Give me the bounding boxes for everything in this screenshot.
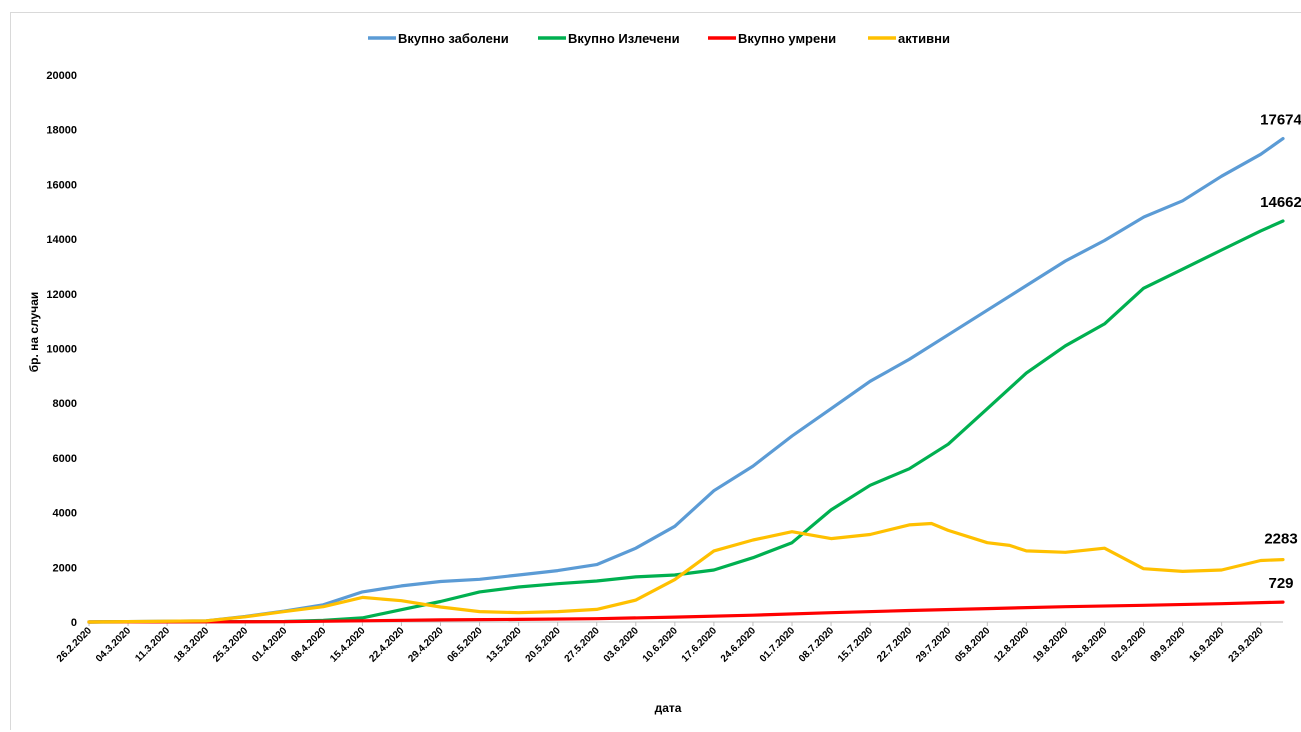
y-tick-label: 14000 [46, 234, 77, 246]
x-tick-label: 03.6.2020 [602, 625, 642, 665]
x-tick-label: 26.2.2020 [55, 625, 95, 665]
x-tick-label: 18.3.2020 [172, 625, 212, 665]
y-tick-label: 20000 [46, 70, 77, 82]
y-tick-label: 8000 [53, 398, 77, 410]
x-axis: 26.2.2020 04.3.2020 11.3.2020 18.3.2020 25.3… [55, 621, 1283, 665]
end-labels: 17674 14662 729 2283 [1260, 112, 1301, 592]
x-tick-label: 01.7.2020 [758, 625, 798, 665]
x-tick-label: 12.8.2020 [992, 625, 1032, 665]
legend-entry: Вкупно заболени [398, 31, 509, 46]
x-tick-label: 01.4.2020 [250, 625, 290, 665]
x-tick-label: 23.9.2020 [1227, 625, 1267, 665]
x-tick-label: 10.6.2020 [641, 625, 681, 665]
y-tick-label: 2000 [53, 562, 77, 574]
x-tick-label: 19.8.2020 [1031, 625, 1071, 665]
legend-entry: Вкупно Излечени [568, 31, 680, 46]
y-tick-label: 18000 [46, 125, 77, 137]
series-line [87, 521, 1285, 624]
x-tick-label: 29.7.2020 [914, 625, 954, 665]
series-line [87, 137, 1285, 624]
x-axis-title: дата [655, 701, 682, 715]
x-tick-label: 27.5.2020 [563, 625, 603, 665]
x-tick-label: 22.4.2020 [367, 625, 407, 665]
x-tick-label: 29.4.2020 [406, 625, 446, 665]
x-tick-label: 17.6.2020 [680, 625, 720, 665]
end-data-label: 2283 [1264, 531, 1297, 548]
x-tick-label: 11.3.2020 [133, 625, 172, 664]
x-tick-label: 09.9.2020 [1148, 625, 1188, 665]
x-tick-label: 05.8.2020 [953, 625, 993, 665]
legend-entry: активни [898, 31, 950, 46]
x-tick-label: 04.3.2020 [94, 625, 134, 665]
y-tick-label: 4000 [53, 508, 77, 520]
y-axis-title: бр. на случаи [27, 292, 41, 373]
x-tick-label: 25.3.2020 [211, 625, 251, 665]
x-tick-label: 02.9.2020 [1109, 625, 1149, 665]
y-axis: 0 2000 4000 6000 8000 10000 12000 14000 16000 180… [46, 70, 77, 629]
series-lines [87, 137, 1285, 624]
y-tick-label: 16000 [46, 179, 77, 191]
x-tick-label: 08.7.2020 [797, 625, 837, 665]
x-tick-label: 16.9.2020 [1188, 625, 1228, 665]
x-tick-label: 15.4.2020 [328, 625, 368, 665]
y-tick-label: 12000 [46, 289, 77, 301]
end-data-label: 729 [1268, 575, 1293, 592]
series-line [87, 219, 1285, 624]
chart-frame [10, 12, 1301, 730]
x-tick-label: 15.7.2020 [836, 625, 876, 665]
x-tick-label: 24.6.2020 [719, 625, 759, 665]
y-tick-label: 0 [71, 617, 77, 629]
series-line [87, 600, 1285, 624]
y-tick-label: 10000 [46, 344, 77, 356]
legend-entry: Вкупно умрени [738, 31, 836, 46]
x-tick-label: 22.7.2020 [875, 625, 915, 665]
x-tick-label: 20.5.2020 [524, 625, 564, 665]
end-data-label: 14662 [1260, 194, 1301, 211]
end-data-label: 17674 [1260, 112, 1301, 129]
x-tick-label: 08.4.2020 [289, 625, 329, 665]
y-tick-label: 6000 [53, 453, 77, 465]
legend: Вкупно заболени Вкупно Излечени Вкупно умр… [368, 31, 950, 46]
x-tick-label: 06.5.2020 [445, 625, 485, 665]
x-tick-label: 13.5.2020 [484, 625, 524, 665]
x-tick-label: 26.8.2020 [1070, 625, 1110, 665]
